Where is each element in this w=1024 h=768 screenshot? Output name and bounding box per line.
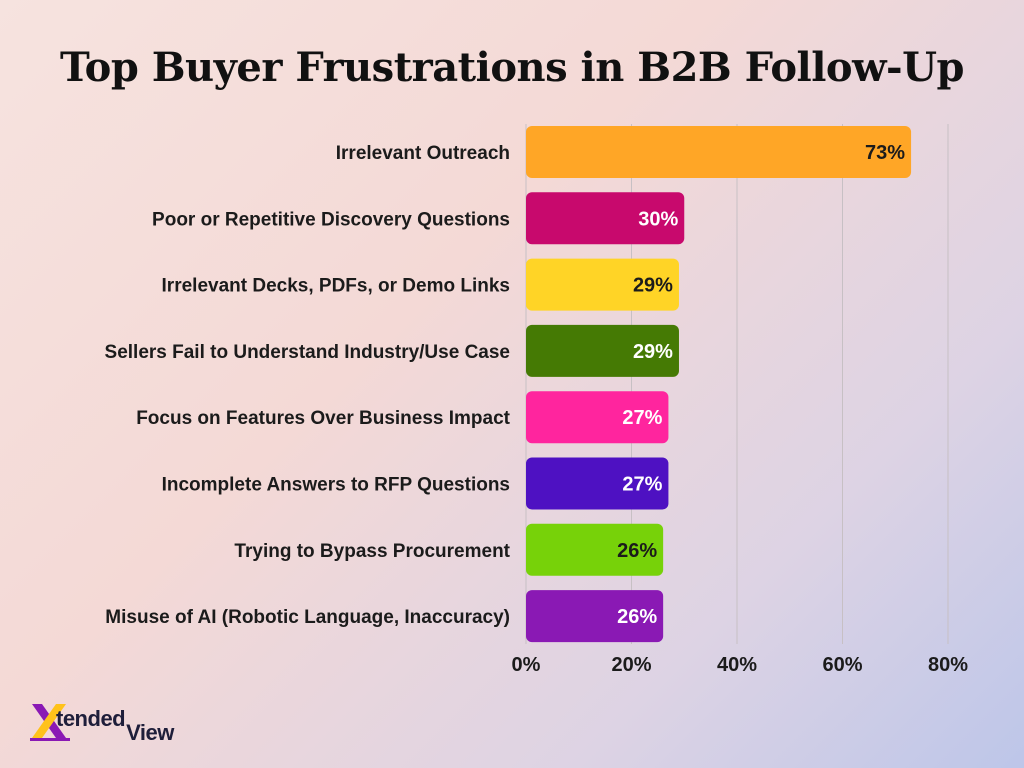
category-label: Sellers Fail to Understand Industry/Use … xyxy=(105,342,510,363)
category-label: Irrelevant Decks, PDFs, or Demo Links xyxy=(162,276,510,297)
bar xyxy=(526,192,685,245)
logo-text-view: View xyxy=(126,720,174,745)
value-label: 26% xyxy=(617,540,657,562)
category-label: Poor or Repetitive Discovery Questions xyxy=(152,209,510,230)
x-tick-label: 40% xyxy=(717,654,757,676)
category-label: Focus on Features Over Business Impact xyxy=(136,408,510,429)
bar xyxy=(526,590,664,643)
x-tick-label: 60% xyxy=(822,654,862,676)
value-label: 30% xyxy=(638,208,678,230)
value-label: 26% xyxy=(617,606,657,628)
bar-chart: Irrelevant Outreach Poor or Repetitive Di… xyxy=(105,124,969,676)
bar xyxy=(526,126,912,178)
value-label: 29% xyxy=(633,341,673,363)
x-tick-label: 20% xyxy=(611,654,651,676)
category-label: Irrelevant Outreach xyxy=(336,143,510,164)
category-label: Trying to Bypass Procurement xyxy=(234,541,510,562)
category-labels: Irrelevant Outreach Poor or Repetitive Di… xyxy=(105,143,511,628)
logo-wordmark: tendedView xyxy=(56,706,174,745)
bar xyxy=(526,258,679,311)
bar xyxy=(526,391,669,444)
category-label: Incomplete Answers to RFP Questions xyxy=(162,475,510,496)
x-tick-label: 0% xyxy=(512,654,541,676)
bars xyxy=(526,126,912,643)
bar xyxy=(526,523,664,576)
category-label: Misuse of AI (Robotic Language, Inaccura… xyxy=(105,607,510,628)
value-label: 29% xyxy=(633,275,673,297)
value-label: 27% xyxy=(622,474,662,496)
bar xyxy=(526,324,679,377)
x-tick-label: 80% xyxy=(928,654,968,676)
value-label: 27% xyxy=(622,407,662,429)
x-axis-tick-labels: 0% 20% 40% 60% 80% xyxy=(512,654,969,676)
logo-text-tended: tended xyxy=(56,706,126,731)
value-labels: 73% 30% 29% 29% 27% 27% 26% 26% xyxy=(617,142,905,628)
chart-title: Top Buyer Frustrations in B2B Follow-Up xyxy=(60,44,964,91)
brand-logo: tendedView xyxy=(30,700,230,746)
value-label: 73% xyxy=(865,142,905,164)
bar xyxy=(526,457,669,510)
